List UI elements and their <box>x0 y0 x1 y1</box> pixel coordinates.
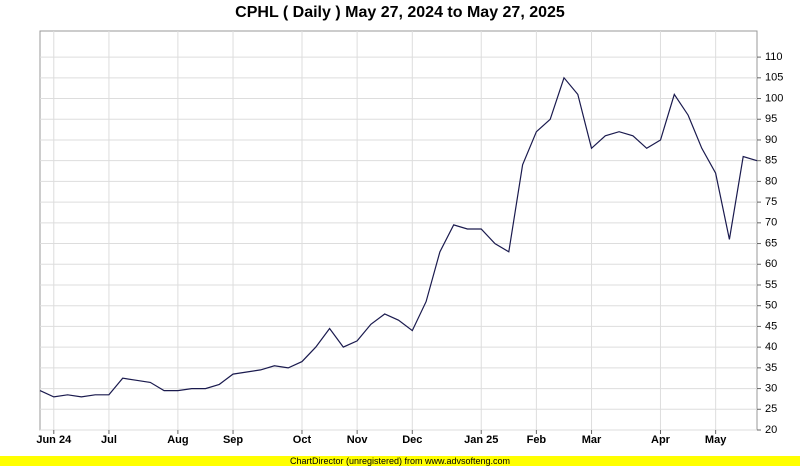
y-tick-label: 60 <box>765 258 777 270</box>
y-tick-label: 110 <box>765 51 783 63</box>
x-tick-label: Jun 24 <box>36 434 72 446</box>
y-tick-label: 95 <box>765 113 777 125</box>
x-tick-label: Dec <box>402 434 422 446</box>
x-tick-label: Aug <box>167 434 188 446</box>
x-tick-label: Feb <box>527 434 547 446</box>
y-tick-label: 75 <box>765 196 777 208</box>
y-tick-label: 105 <box>765 72 783 84</box>
y-tick-label: 50 <box>765 300 777 312</box>
x-tick-label: Oct <box>293 434 312 446</box>
x-tick-label: Apr <box>651 434 671 446</box>
y-tick-label: 25 <box>765 403 777 415</box>
y-tick-label: 35 <box>765 362 777 374</box>
y-tick-label: 70 <box>765 217 777 229</box>
plot-area <box>39 30 758 431</box>
y-tick-label: 90 <box>765 134 777 146</box>
y-tick-label: 55 <box>765 279 777 291</box>
x-tick-label: May <box>705 434 727 446</box>
x-tick-label: Jan 25 <box>464 434 498 446</box>
x-tick-label: Sep <box>223 434 243 446</box>
y-tick-label: 30 <box>765 382 777 394</box>
x-tick-label: Jul <box>101 434 117 446</box>
y-tick-label: 45 <box>765 320 777 332</box>
x-tick-label: Nov <box>347 434 369 446</box>
footer: ChartDirector (unregistered) from www.ad… <box>290 456 510 466</box>
y-tick-label: 40 <box>765 341 777 353</box>
y-tick-label: 65 <box>765 237 777 249</box>
y-tick-label: 100 <box>765 92 783 104</box>
y-tick-label: 80 <box>765 175 777 187</box>
price-line <box>39 76 758 398</box>
chart-title: CPHL ( Daily ) May 27, 2024 to May 27, 2… <box>235 4 565 21</box>
x-tick-label: Mar <box>582 434 602 446</box>
y-tick-label: 85 <box>765 155 777 167</box>
y-tick-label: 20 <box>765 424 777 436</box>
footer-bar <box>0 456 800 466</box>
